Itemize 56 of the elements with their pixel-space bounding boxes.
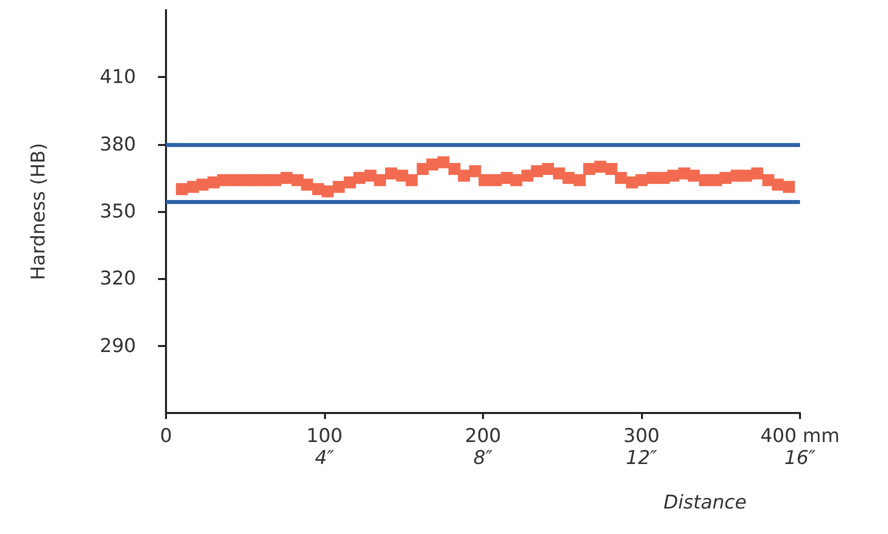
point <box>322 185 334 198</box>
y-axis-title: Hardness (HB) <box>28 142 50 280</box>
point <box>583 162 596 175</box>
point <box>228 174 240 186</box>
point <box>772 178 784 191</box>
point <box>374 174 386 186</box>
x2-tick-label: 8″ <box>473 447 493 469</box>
y-tick-label: 320 <box>100 268 136 290</box>
point <box>614 172 627 184</box>
point <box>782 180 795 193</box>
x-tick-label: 400 mm <box>760 425 840 447</box>
point <box>269 174 282 186</box>
point <box>688 170 700 182</box>
point <box>636 174 648 186</box>
point <box>437 156 450 168</box>
point <box>542 162 554 175</box>
y-tick-label: 350 <box>100 200 136 222</box>
y-tick-label: 380 <box>100 133 136 156</box>
x2-tick-label: 16″ <box>784 447 816 469</box>
point <box>332 180 345 193</box>
x-tick-label: 100 <box>306 425 343 447</box>
x2-tick-label: 4″ <box>314 447 334 469</box>
point <box>605 162 618 175</box>
x-tick-label: 300 <box>623 425 660 447</box>
point <box>217 174 230 186</box>
point <box>698 174 711 186</box>
point <box>353 172 366 184</box>
point <box>448 162 460 175</box>
point <box>490 174 502 186</box>
point <box>458 170 470 182</box>
y-tick-label: 290 <box>100 334 136 357</box>
x-tick-label: 200 <box>464 425 502 447</box>
point <box>301 178 314 191</box>
point <box>196 178 208 191</box>
x-tick-label: 0 <box>160 425 172 447</box>
point <box>720 172 732 184</box>
point <box>176 183 188 196</box>
point <box>280 172 292 184</box>
point <box>751 167 764 180</box>
point <box>478 174 491 186</box>
point <box>594 160 606 173</box>
point <box>248 174 261 186</box>
point <box>385 167 398 180</box>
point <box>469 165 482 178</box>
point <box>426 158 438 170</box>
point <box>530 165 543 178</box>
x2-tick-label: 12″ <box>626 447 658 469</box>
point <box>740 170 752 182</box>
point <box>406 174 418 186</box>
point <box>562 172 575 184</box>
x-axis-title: Distance <box>663 492 747 514</box>
point <box>667 170 680 182</box>
point <box>646 172 659 184</box>
point <box>510 174 522 186</box>
y-tick-label: 410 <box>100 66 136 88</box>
point <box>574 174 586 186</box>
